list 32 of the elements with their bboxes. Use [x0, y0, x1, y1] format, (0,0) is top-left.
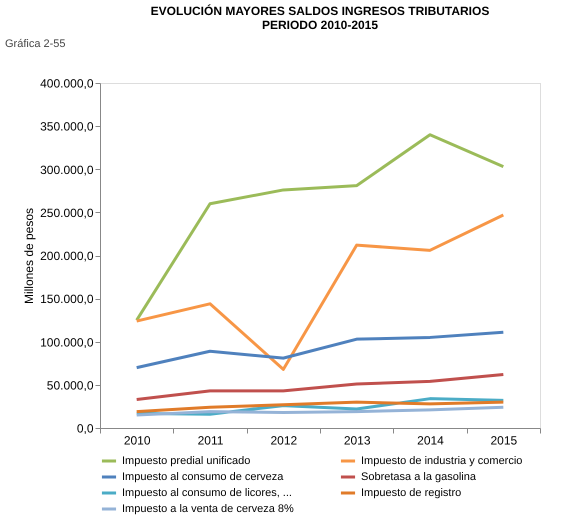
x-tick-label: 2011 [198, 434, 224, 448]
y-tick-label: 100.000,0 [40, 335, 94, 350]
y-tick-label: 250.000,0 [40, 206, 94, 220]
y-tick-label: 0,0 [76, 422, 94, 436]
legend-label: Impuesto de industria y comercio [361, 455, 522, 467]
legend-label: Impuesto a la venta de cerveza 8% [122, 503, 294, 515]
y-tick-label: 350.000,0 [40, 120, 94, 134]
x-tick-label: 2010 [124, 434, 151, 448]
line-series [135, 400, 505, 414]
y-tick-label: 300.000,0 [40, 162, 94, 177]
y-tick-label: 50.000,0 [46, 378, 94, 392]
y-axis-title: Millones de pesos [22, 208, 36, 304]
x-tick-label: 2015 [490, 434, 518, 448]
text: Gráfica 2-55 [5, 38, 66, 50]
line-series [135, 133, 505, 322]
legend-label: Impuesto predial unificado [122, 455, 250, 467]
line-series [135, 213, 505, 371]
y-tick-label: 200.000,0 [40, 249, 94, 263]
x-tick-label: 2013 [344, 434, 371, 448]
legend-label: Impuesto de registro [361, 487, 462, 499]
text: PERIODO 2010-2015 [262, 18, 378, 32]
y-tick-label: 400.000,0 [40, 76, 94, 90]
text: EVOLUCIÓN MAYORES SALDOS INGRESOS TRIBUTARIOS [150, 4, 490, 18]
legend-label: Sobretasa a la gasolina [361, 471, 477, 483]
legend-label: Impuesto al consumo de licores, ... [122, 487, 292, 499]
x-tick-label: 2012 [270, 434, 298, 448]
y-tick-label: 150.000,0 [40, 292, 94, 306]
x-tick-label: 2014 [417, 434, 444, 448]
line-series [135, 373, 505, 402]
line-series [135, 406, 505, 417]
legend-label: Impuesto al consumo de cerveza [122, 471, 284, 483]
line-series [135, 330, 505, 370]
